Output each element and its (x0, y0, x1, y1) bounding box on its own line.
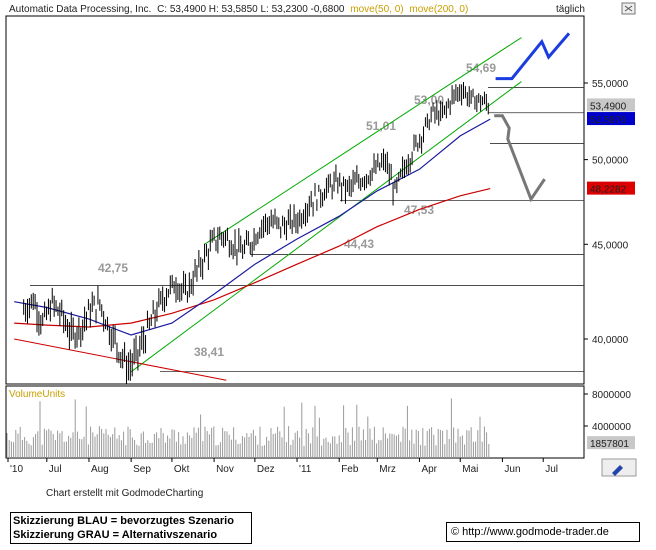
period-label: täglich (556, 4, 585, 15)
trend-line (130, 81, 522, 373)
value-badge-label: 48,2282 (590, 185, 627, 196)
legend-gray: Skizzierung GRAU = Alternativszenario (13, 529, 218, 541)
pencil-icon (612, 465, 623, 476)
y-tick-label: 50,0000 (592, 156, 629, 167)
y-tick-label: 55,0000 (592, 79, 629, 90)
x-tick-label: Dez (257, 464, 275, 475)
copyright-icon: © (451, 526, 460, 539)
ma50-label: move(50, 0) (350, 4, 403, 15)
scenario-gray-line (494, 114, 546, 203)
x-tick-label: '10 (10, 464, 23, 475)
x-tick-label: Jul (545, 464, 558, 475)
trend-line (204, 37, 522, 245)
volume-tick-label: 4000000 (592, 422, 631, 433)
value-badge (587, 181, 635, 195)
ma50-line (14, 118, 491, 336)
value-badge-label: 52,5876 (590, 115, 627, 126)
volume-badge-label: 1857801 (590, 439, 629, 450)
level-label: 51,01 (366, 119, 396, 133)
website-url[interactable]: http://www.godmode-trader.de (462, 526, 609, 539)
ohlc-readout: C: 53,4900 H: 53,5850 L: 53,2300 -0,6800 (157, 4, 345, 15)
ma200-label: move(200, 0) (409, 4, 468, 15)
volume-badge (587, 436, 635, 450)
x-tick-label: '11 (299, 464, 312, 475)
volume-tick-label: 8000000 (592, 390, 631, 401)
website-box[interactable]: © http://www.godmode-trader.de (446, 522, 640, 542)
y-tick-label: 40,0000 (592, 335, 629, 346)
value-badge (587, 98, 635, 112)
x-tick-label: Mrz (379, 464, 396, 475)
value-badge-label: 53,4900 (590, 101, 627, 112)
chart-title: Automatic Data Processing, Inc. (9, 4, 151, 15)
scenario-blue-line (495, 32, 571, 81)
level-label: 42,75 (98, 261, 128, 275)
svg-text:Automatic Data Processing, Inc: Automatic Data Processing, Inc. C: 53,49… (9, 4, 468, 15)
level-label: 54,69 (466, 61, 496, 75)
trend-line (14, 338, 227, 381)
x-tick-label: Sep (133, 464, 151, 475)
volume-title: VolumeUnits (9, 389, 65, 400)
legend-blue: Skizzierung BLAU = bevorzugtes Szenario (13, 515, 234, 527)
x-tick-label: Mai (462, 464, 478, 475)
x-tick-label: Okt (174, 464, 190, 475)
scenario-legend: Skizzierung BLAU = bevorzugtes Szenario … (10, 512, 252, 544)
value-badge (587, 112, 635, 126)
x-tick-label: Nov (216, 464, 234, 475)
ma200-line (14, 188, 491, 328)
x-tick-label: Apr (421, 464, 437, 475)
chart-credit: Chart erstellt mit GodmodeCharting (46, 488, 204, 499)
level-label: 38,41 (194, 345, 224, 359)
x-tick-label: Aug (91, 464, 109, 475)
x-tick-label: Jun (504, 464, 520, 475)
y-tick-label: 45,0000 (592, 240, 629, 251)
x-tick-label: Jul (49, 464, 62, 475)
x-tick-label: Feb (341, 464, 359, 475)
level-label: 44,43 (344, 237, 374, 251)
